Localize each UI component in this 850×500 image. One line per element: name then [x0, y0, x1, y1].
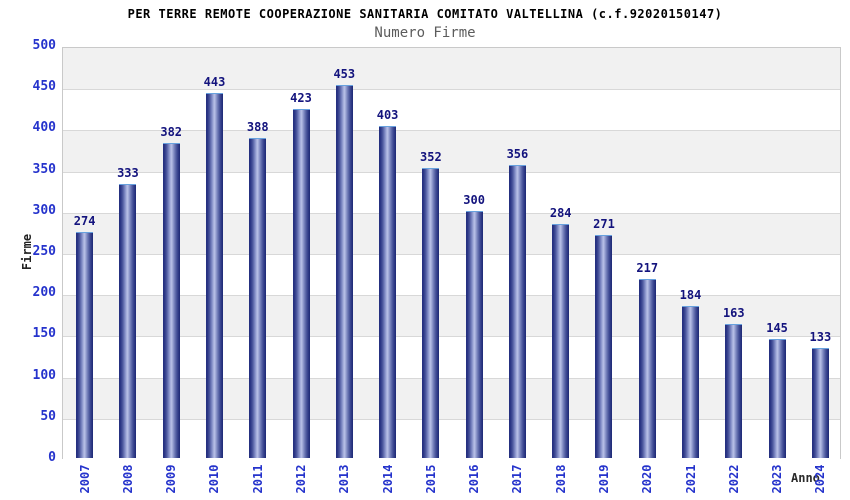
x-tick-label: 2013 [337, 464, 352, 494]
gridline [63, 171, 840, 173]
plot-band [63, 336, 840, 378]
bar [76, 232, 94, 458]
y-tick-label: 300 [32, 202, 56, 218]
bar [552, 224, 570, 458]
bar-value-label: 184 [679, 288, 702, 302]
bar [292, 109, 310, 458]
bar-value-label: 403 [376, 108, 399, 122]
bar [335, 85, 353, 458]
bar-value-label: 333 [117, 166, 139, 180]
x-tick-label: 2009 [164, 464, 179, 494]
bar-value-label: 423 [290, 91, 312, 105]
chart-title: PER TERRE REMOTE COOPERAZIONE SANITARIA … [127, 7, 723, 21]
x-tick-label: 2008 [120, 464, 135, 494]
plot-band [63, 171, 840, 213]
bar [811, 348, 829, 458]
gridline [63, 130, 840, 132]
x-tick-label: 2019 [596, 464, 611, 494]
x-tick-label: 2007 [77, 464, 92, 494]
x-tick-label: 2017 [510, 464, 525, 494]
y-tick-label: 450 [32, 79, 56, 95]
gridline [63, 418, 840, 420]
x-tick-label: 2024 [813, 464, 828, 494]
bar-value-label: 163 [722, 306, 745, 320]
plot-band [63, 295, 840, 337]
y-tick-label: 100 [32, 367, 56, 383]
bar [508, 165, 526, 458]
gridline [63, 377, 840, 379]
x-tick-label: 2016 [467, 464, 482, 494]
y-tick-label: 250 [32, 244, 56, 259]
bar [768, 339, 786, 458]
x-tick-label: 2011 [250, 464, 265, 494]
bar-value-label: 388 [246, 120, 269, 134]
bar-value-label: 382 [160, 125, 183, 139]
bar [119, 184, 137, 458]
plot-band [63, 89, 840, 131]
x-tick-label: 2010 [207, 464, 222, 494]
bar-value-label: 133 [809, 330, 832, 344]
bar [249, 138, 267, 458]
gridline [63, 212, 840, 214]
bar-value-label: 217 [636, 261, 659, 275]
bar [205, 93, 223, 458]
bar [725, 324, 743, 458]
gridline [63, 295, 840, 297]
gridline [63, 336, 840, 338]
x-axis-title: Anno [791, 471, 820, 485]
x-tick-label: 2022 [726, 464, 741, 494]
bar-value-label: 443 [203, 75, 226, 89]
y-tick-label: 400 [32, 120, 56, 136]
plot-band [63, 418, 840, 460]
plot-band [63, 130, 840, 172]
bar [465, 211, 483, 458]
y-tick-label: 150 [32, 326, 56, 342]
x-tick-label: 2012 [294, 464, 309, 494]
bar [682, 306, 700, 458]
x-tick-label: 2018 [553, 464, 568, 494]
x-tick-label: 2014 [380, 464, 395, 494]
bar-value-label: 271 [593, 217, 615, 231]
y-tick-label: 0 [48, 450, 56, 465]
x-tick-label: 2020 [640, 464, 655, 494]
bar-value-label: 352 [420, 150, 442, 164]
bar [379, 126, 397, 458]
bar-value-label: 453 [333, 67, 356, 81]
chart-subtitle: Numero Firme [374, 25, 476, 41]
x-tick-label: 2015 [423, 464, 438, 494]
plot-band [63, 377, 840, 419]
bar [638, 279, 656, 458]
bar-value-label: 356 [506, 147, 529, 161]
bar-value-label: 274 [73, 214, 96, 228]
bar-value-label: 284 [549, 206, 572, 220]
bar [595, 235, 613, 458]
bar-value-label: 145 [766, 321, 788, 335]
bar-value-label: 300 [463, 193, 485, 207]
gridline [63, 254, 840, 255]
plot-band [63, 254, 840, 296]
y-tick-label: 500 [32, 38, 56, 53]
x-tick-label: 2023 [770, 464, 785, 494]
plot-band [63, 212, 840, 254]
bar [162, 143, 180, 458]
x-tick-label: 2021 [683, 464, 698, 494]
y-tick-label: 200 [32, 285, 56, 301]
plot-band [63, 48, 840, 90]
bar [422, 168, 440, 458]
y-tick-label: 350 [32, 161, 56, 177]
y-tick-label: 50 [40, 408, 56, 424]
plot-area: 274 333 382 443 388 423 453 403 352 300 356 284 271 2… [62, 47, 841, 460]
gridline [63, 89, 840, 91]
